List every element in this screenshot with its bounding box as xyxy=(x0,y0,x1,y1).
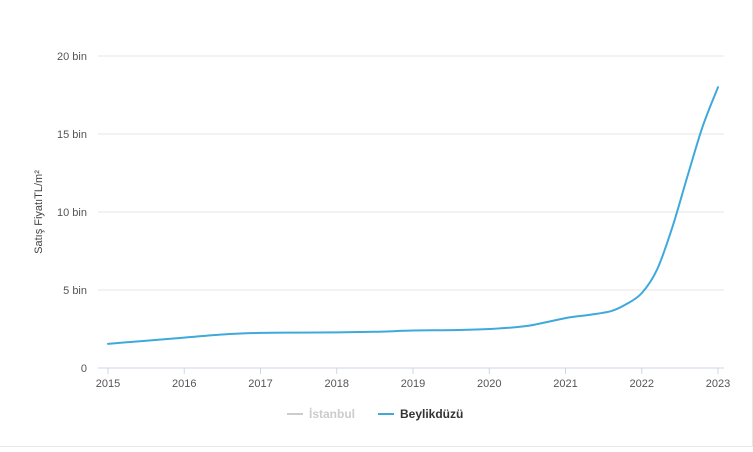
legend: İstanbul Beylikdüzü xyxy=(287,406,463,421)
x-tick-label: 2020 xyxy=(477,378,501,390)
x-tick-label: 2019 xyxy=(401,378,425,390)
y-axis-label: Satış FiyatıTL/m² xyxy=(33,170,45,254)
y-tick-label: 20 bin xyxy=(57,51,87,63)
legend-item-0[interactable]: İstanbul xyxy=(287,406,355,421)
x-tick-label: 2023 xyxy=(706,378,730,390)
x-tick-label: 2016 xyxy=(172,378,196,390)
legend-label: İstanbul xyxy=(309,406,355,421)
x-tick-label: 2015 xyxy=(96,378,120,390)
y-axis: 0 5 bin 10 bin 15 bin 20 bin xyxy=(57,51,87,375)
y-tick-label: 10 bin xyxy=(57,207,87,219)
x-axis: 2015 2016 2017 2018 2019 2020 2021 2022 2023 xyxy=(96,367,730,390)
x-tick-label: 2021 xyxy=(553,378,577,390)
y-tick-label: 15 bin xyxy=(57,129,87,141)
series-line-1 xyxy=(107,86,719,345)
legend-item-1[interactable]: Beylikdüzü xyxy=(378,407,463,421)
grid-lines xyxy=(98,55,724,291)
x-tick-label: 2018 xyxy=(325,378,349,390)
y-tick-label: 0 xyxy=(81,363,87,375)
x-tick-label: 2017 xyxy=(248,378,272,390)
legend-label: Beylikdüzü xyxy=(400,407,463,421)
y-tick-label: 5 bin xyxy=(63,285,87,297)
series-lines xyxy=(107,86,719,345)
x-tick-label: 2022 xyxy=(630,378,654,390)
